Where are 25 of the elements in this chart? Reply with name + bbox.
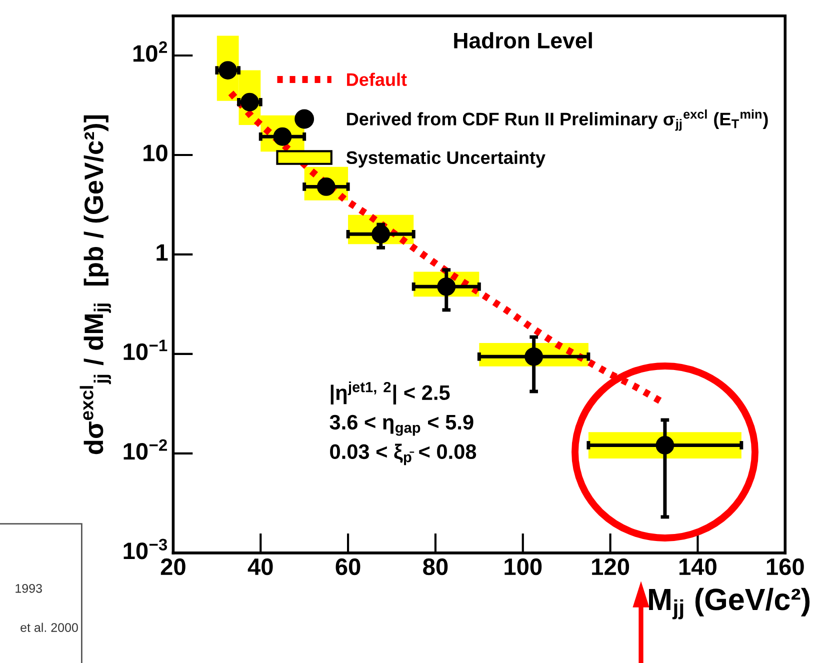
y-tick-label: 10$^{−1}$ — [124, 340, 168, 360]
legend-label: Systematic Uncertainty — [346, 150, 546, 168]
x-axis-title: M$_{jj}$ (GeV/c²) — [649, 588, 810, 620]
legend-label: Derived from CDF Run II Preliminary σ$_{jj}$$^{excl}$ (E$_{T}$$^{min}$) — [347, 109, 768, 131]
y-tick-label: 10$^{2}$ — [133, 41, 167, 62]
x-tick-label: 120 — [592, 558, 630, 576]
legend-label: Default — [347, 72, 407, 86]
y-axis-title: dσ$^{excl}$$_{jj}$ / dM$_{jj}$ [pb / (GeV/c²)] — [80, 115, 111, 454]
x-tick-label: 160 — [766, 558, 804, 576]
annotation: |η$^{jet1, 2}$| < 2.5 — [330, 382, 450, 404]
text: et al. 2000 — [20, 622, 78, 632]
x-tick-label: 80 — [423, 558, 448, 576]
x-tick-label: 140 — [680, 558, 716, 576]
x-tick-label: 60 — [336, 558, 360, 576]
text: 1993 — [16, 584, 42, 593]
y-tick-label: 1 — [156, 244, 168, 261]
x-tick-label: 20 — [160, 558, 186, 576]
x-tick-label: 100 — [504, 558, 542, 576]
x-tick-label: 40 — [248, 558, 273, 576]
legend-title: Hadron Level — [454, 32, 592, 48]
y-tick-label: 10$^{−3}$ — [124, 538, 168, 560]
annotation: 3.6 < η$_{gap}$ < 5.9 — [330, 414, 474, 436]
y-tick-label: 10 — [144, 144, 168, 162]
annotation: 0.03 < ξ$_{p̄}$ < 0.08 — [330, 444, 476, 466]
y-tick-label: 10$^{−2}$ — [124, 439, 167, 460]
